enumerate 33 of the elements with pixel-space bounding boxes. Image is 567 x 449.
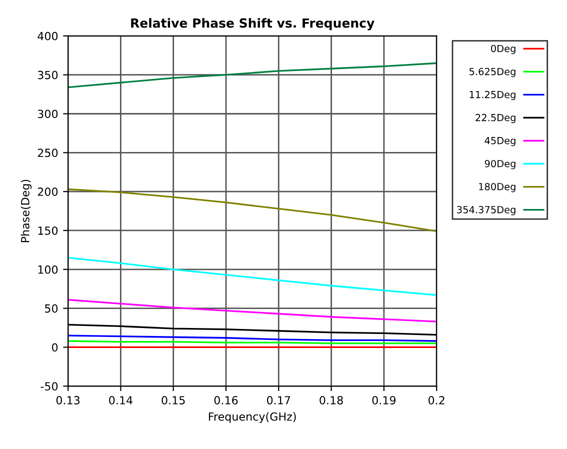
x-tick-label: 0.16	[214, 396, 238, 404]
y-tick-label: 200	[38, 188, 58, 196]
y-axis-title: Phase(Deg)	[20, 180, 32, 242]
legend-label: 0Deg	[491, 44, 516, 54]
x-tick-label: 0.2	[428, 396, 444, 404]
y-tick-label: 150	[38, 226, 58, 235]
x-tick-label: 0.13	[56, 396, 80, 404]
y-tick-label: 350	[38, 70, 58, 80]
x-tick-label: 0.19	[372, 396, 396, 404]
legend-label: 45Deg	[484, 137, 516, 146]
legend-label: 11.25Deg	[470, 90, 516, 100]
x-tick-label: 0.14	[109, 396, 132, 404]
line-series	[68, 298, 437, 322]
line-series	[68, 256, 437, 296]
x-tick-label: 0.15	[162, 396, 185, 404]
legend-label: 5.625Deg	[470, 68, 516, 78]
y-tick-label: -50	[40, 382, 58, 391]
y-tick-label: 250	[38, 148, 58, 158]
x-tick-label: 0.18	[320, 396, 343, 404]
y-tick-label: 50	[45, 304, 58, 313]
legend-label: 22.5Deg	[476, 114, 516, 124]
y-tick-label: 300	[38, 110, 58, 118]
y-tick-label: 0	[52, 343, 58, 352]
x-tick-label: 0.17	[267, 396, 290, 404]
y-tick-label: 400	[38, 32, 58, 40]
legend-label: 354.375Deg	[457, 206, 516, 216]
x-axis-title: Frequency(GHz)	[208, 412, 296, 423]
y-tick-label: 100	[38, 265, 58, 274]
line-series	[68, 188, 437, 232]
chart-title: Relative Phase Shift vs. Frequency	[131, 18, 374, 30]
legend-label: 90Deg	[484, 160, 516, 170]
legend-label: 180Deg	[479, 182, 516, 192]
line-series	[68, 62, 437, 88]
